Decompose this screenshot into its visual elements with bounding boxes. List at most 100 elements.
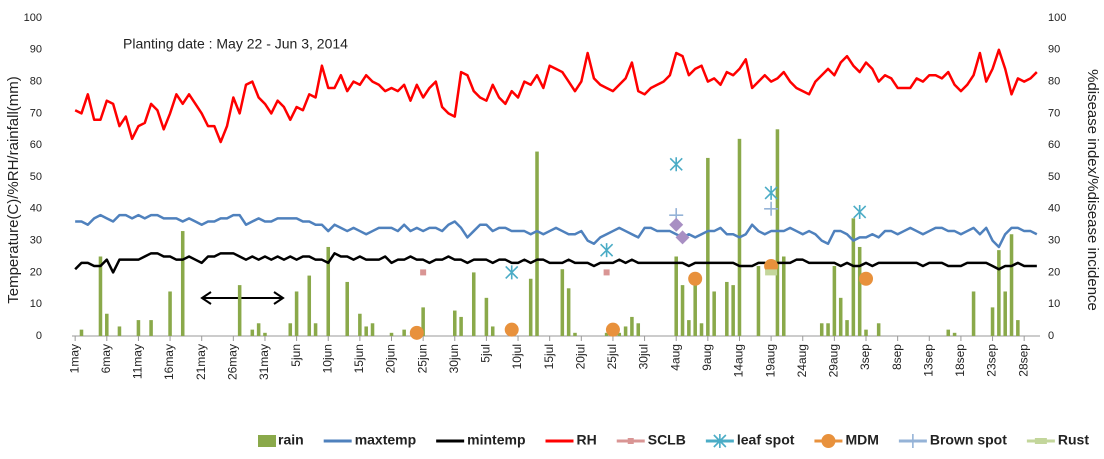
y-tick-label: 100 bbox=[24, 12, 42, 24]
rain-bar bbox=[250, 329, 255, 336]
disease-marker bbox=[764, 185, 778, 200]
legend-marker bbox=[905, 434, 920, 448]
x-tick-label: 30jul bbox=[637, 344, 651, 369]
rain-bar bbox=[98, 256, 103, 336]
disease-marker bbox=[409, 325, 424, 340]
x-tick-label: 3sep bbox=[858, 344, 872, 370]
rain-bar bbox=[326, 246, 331, 336]
rain-bar bbox=[845, 320, 849, 336]
rain-bar bbox=[832, 266, 837, 336]
y-tick-label: 70 bbox=[30, 107, 42, 119]
rain-bar bbox=[364, 326, 368, 336]
x-tick-label: 23sep bbox=[985, 344, 999, 377]
y2-tick-label: 70 bbox=[1048, 107, 1060, 119]
x-tick-label: 30jun bbox=[447, 344, 461, 373]
disease-marker bbox=[675, 230, 690, 245]
rain-bar bbox=[345, 281, 349, 336]
rain-bar bbox=[630, 316, 634, 336]
rain-bar bbox=[168, 291, 172, 336]
x-tick-label: 26may bbox=[226, 344, 240, 380]
rain-bar bbox=[105, 313, 109, 336]
x-tick-label: 10jul bbox=[510, 344, 524, 369]
rain-bar bbox=[560, 269, 565, 336]
x-tick-label: 19aug bbox=[763, 344, 777, 377]
x-tick-label: 18sep bbox=[953, 344, 967, 377]
rain-bar bbox=[136, 320, 141, 336]
rain-bar bbox=[313, 323, 318, 336]
legend-label: MDM bbox=[845, 432, 878, 448]
y-tick-label: 10 bbox=[30, 298, 42, 310]
legend-marker bbox=[713, 434, 727, 448]
y2-tick-label: 90 bbox=[1048, 44, 1060, 56]
x-tick-label: 20jul bbox=[573, 344, 587, 369]
y-tick-label: 40 bbox=[30, 203, 42, 215]
x-tick-label: 15jul bbox=[542, 344, 556, 369]
x-tick-label: 31may bbox=[257, 344, 271, 380]
disease-marker bbox=[669, 157, 683, 172]
y-tick-label: 60 bbox=[30, 139, 42, 151]
series-line bbox=[74, 48, 1038, 144]
disease-marker bbox=[504, 322, 519, 337]
y-tick-label: 30 bbox=[30, 235, 42, 247]
y-tick-label: 50 bbox=[30, 171, 42, 183]
y2-tick-label: 60 bbox=[1048, 139, 1060, 151]
rain-bar bbox=[775, 129, 780, 336]
x-tick-label: 25jul bbox=[605, 344, 619, 369]
rain-bar bbox=[484, 297, 489, 336]
rain-bar bbox=[826, 323, 830, 336]
rain-bar bbox=[1003, 291, 1007, 336]
x-tick-label: 9aug bbox=[700, 344, 714, 371]
y2-tick-label: 20 bbox=[1048, 266, 1060, 278]
rain-bar bbox=[731, 285, 735, 336]
rain-bar bbox=[819, 323, 824, 336]
rain-bar bbox=[256, 323, 261, 336]
x-tick-label: 21may bbox=[194, 344, 208, 380]
legend-label: leaf spot bbox=[737, 432, 795, 448]
y2-tick-label: 0 bbox=[1048, 330, 1054, 342]
annotation: Planting date : May 22 - Jun 3, 2014 bbox=[123, 36, 348, 52]
rain-bar bbox=[79, 329, 84, 336]
rain-bar bbox=[1009, 234, 1014, 336]
rain-bar bbox=[307, 275, 312, 336]
rain-bar bbox=[623, 326, 628, 336]
disease-marker bbox=[600, 243, 614, 258]
x-tick-label: 20jun bbox=[384, 344, 398, 373]
disease-marker bbox=[603, 269, 610, 276]
x-tick-label: 29aug bbox=[827, 344, 841, 377]
legend-marker bbox=[1034, 438, 1047, 444]
rain-bar bbox=[471, 272, 476, 336]
rain-bar bbox=[990, 307, 995, 336]
rain-bar bbox=[263, 332, 267, 336]
rain-bar bbox=[952, 332, 957, 336]
x-tick-label: 24aug bbox=[795, 344, 809, 377]
disease-marker bbox=[765, 269, 778, 276]
disease-marker bbox=[420, 269, 427, 276]
rain-bar bbox=[946, 329, 951, 336]
rain-bar bbox=[756, 266, 761, 336]
rain-bar bbox=[370, 323, 375, 336]
rain-bar bbox=[459, 316, 463, 336]
x-tick-label: 8sep bbox=[890, 344, 904, 370]
x-tick-label: 11may bbox=[131, 344, 145, 379]
x-tick-label: 25jun bbox=[415, 344, 429, 373]
rain-bar bbox=[617, 332, 622, 336]
legend-label: Rust bbox=[1058, 432, 1089, 448]
disease-marker bbox=[853, 204, 867, 219]
y2-tick-label: 40 bbox=[1048, 203, 1060, 215]
rain-bar bbox=[636, 323, 641, 336]
rain-bar bbox=[876, 323, 881, 336]
legend-swatch bbox=[258, 435, 276, 447]
y2-tick-label: 100 bbox=[1048, 12, 1066, 24]
rain-bar bbox=[693, 272, 697, 336]
legend-label: mintemp bbox=[467, 432, 525, 448]
legend-label: maxtemp bbox=[355, 432, 416, 448]
x-tick-label: 16may bbox=[162, 344, 176, 380]
rain-bar bbox=[838, 297, 843, 336]
y-tick-label: 90 bbox=[30, 44, 42, 56]
disease-marker bbox=[859, 271, 874, 286]
rain-bar bbox=[237, 285, 242, 336]
y2-tick-label: 50 bbox=[1048, 171, 1060, 183]
rain-bar bbox=[288, 323, 293, 336]
rain-bar bbox=[680, 285, 685, 336]
rain-bar bbox=[566, 288, 571, 336]
